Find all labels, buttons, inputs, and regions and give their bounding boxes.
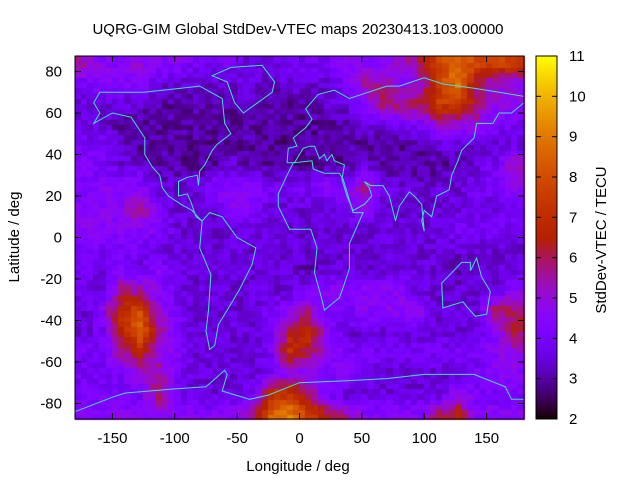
colorbar-label: StdDev-VTEC / TECU [593,166,610,313]
y-tick-label: -20 [40,271,62,288]
coastlines-overlay [74,64,525,413]
colorbar-tick-label: 3 [569,371,577,388]
coastline-africa [277,160,364,312]
x-tick-label: -150 [97,430,127,447]
x-tick-label: 150 [474,430,499,447]
colorbar-tick-label: 11 [569,48,585,65]
coastline-south-america [199,212,257,351]
colorbar-tick-label: 8 [569,169,577,186]
coastline-greenland [210,64,276,114]
y-tick-label: 0 [54,230,62,247]
plot-frame [74,55,525,420]
colorbar-frame [535,55,558,420]
x-tick-label: 0 [295,430,303,447]
x-tick-label: 100 [412,430,437,447]
y-tick-label: -60 [40,354,62,371]
x-tick-label: -100 [160,430,190,447]
y-tick-label: 80 [45,64,62,81]
coastline-antarctica [74,369,524,413]
x-tick-label: -50 [226,430,248,447]
x-tick-label: 50 [354,430,371,447]
y-tick-label: 60 [45,105,62,122]
y-axis-label: Latitude / deg [6,192,23,283]
y-axis-ticks: -80 -60 -40 -20 0 20 40 60 80 [40,64,524,412]
y-tick-label: -40 [40,312,62,329]
x-axis-label: Longitude / deg [246,458,349,475]
y-tick-label: 40 [45,147,62,164]
y-tick-label: 20 [45,188,62,205]
colorbar-ticks: 2 3 4 5 6 7 8 9 10 11 [536,48,586,428]
colorbar-tick-label: 4 [569,330,577,347]
colorbar-tick-label: 5 [569,290,577,307]
y-tick-label: -80 [40,395,62,412]
coastline-north-america [92,85,232,222]
colorbar-tick-label: 2 [569,411,577,428]
colorbar-tick-label: 6 [569,250,577,267]
x-axis-ticks: -150 -100 -50 0 50 100 150 [97,56,499,447]
chart-title: UQRG-GIM Global StdDev-VTEC maps 2023041… [92,21,503,38]
colorbar-tick-label: 7 [569,209,577,226]
colorbar-tick-label: 9 [569,129,577,146]
colorbar-tick-label: 10 [569,88,586,105]
coastline-australia [441,256,491,317]
coastline-eurasia [286,77,525,232]
